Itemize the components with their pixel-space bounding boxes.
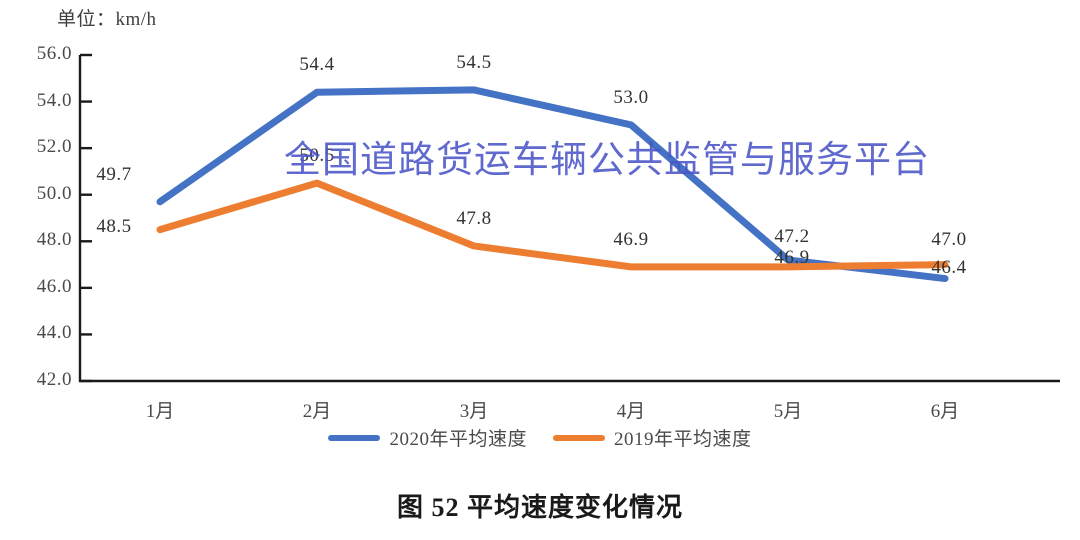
data-point-label: 47.0 bbox=[931, 228, 967, 250]
axes-group bbox=[78, 53, 1060, 383]
y-axis-tick-label: 42.0 bbox=[36, 369, 72, 390]
legend-label: 2020年平均速度 bbox=[389, 429, 527, 450]
y-axis-tick-label: 50.0 bbox=[36, 182, 72, 204]
legend-item-2019[interactable]: 2019年平均速度 bbox=[553, 424, 752, 451]
plot-area: 56.0 54.0 52.0 50.0 48.0 46.0 44.0 42.0 1月 2月 3月 4… bbox=[36, 43, 1060, 422]
data-point-label: 46.4 bbox=[931, 256, 967, 278]
unit-label: 单位：km/h bbox=[57, 9, 157, 30]
data-point-label: 50.5 bbox=[299, 145, 335, 167]
data-point-label: 53.0 bbox=[613, 86, 649, 108]
legend-color-swatch bbox=[328, 434, 381, 441]
y-axis-tick-label: 56.0 bbox=[36, 43, 72, 64]
x-axis-tick-label: 4月 bbox=[616, 401, 646, 422]
data-point-label: 47.2 bbox=[774, 225, 810, 247]
legend-item-2020[interactable]: 2020年平均速度 bbox=[328, 424, 527, 451]
legend-color-swatch bbox=[553, 434, 605, 441]
data-point-label: 54.5 bbox=[456, 51, 492, 73]
data-point-label: 49.7 bbox=[96, 163, 132, 185]
x-axis-tick-label: 1月 bbox=[145, 401, 175, 422]
data-point-label: 46.9 bbox=[774, 246, 810, 268]
x-axis-tick-label: 6月 bbox=[930, 401, 960, 422]
x-axis-tick-label: 3月 bbox=[459, 401, 489, 422]
y-axis-tick-label: 52.0 bbox=[36, 136, 72, 158]
y-axis-tick-label: 54.0 bbox=[36, 89, 72, 111]
legend-label: 2019年平均速度 bbox=[614, 429, 752, 450]
y-axis-tick-label: 46.0 bbox=[36, 275, 72, 297]
x-axis-tick-label: 2月 bbox=[302, 401, 332, 422]
plot-svg bbox=[78, 53, 1060, 383]
y-axis-tick-label: 44.0 bbox=[36, 322, 72, 344]
y-axis-tick-label: 48.0 bbox=[36, 229, 72, 251]
figure-caption: 图 52 平均速度变化情况 bbox=[396, 493, 683, 522]
data-point-label: 47.8 bbox=[456, 207, 492, 229]
chart-legend: 2020年平均速度 2019年平均速度 bbox=[0, 424, 1080, 451]
data-point-label: 54.4 bbox=[299, 54, 335, 76]
data-point-label: 48.5 bbox=[96, 215, 132, 237]
x-axis-tick-label: 5月 bbox=[773, 401, 803, 422]
series-lines-group bbox=[156, 86, 949, 283]
data-point-label: 46.9 bbox=[613, 228, 649, 250]
